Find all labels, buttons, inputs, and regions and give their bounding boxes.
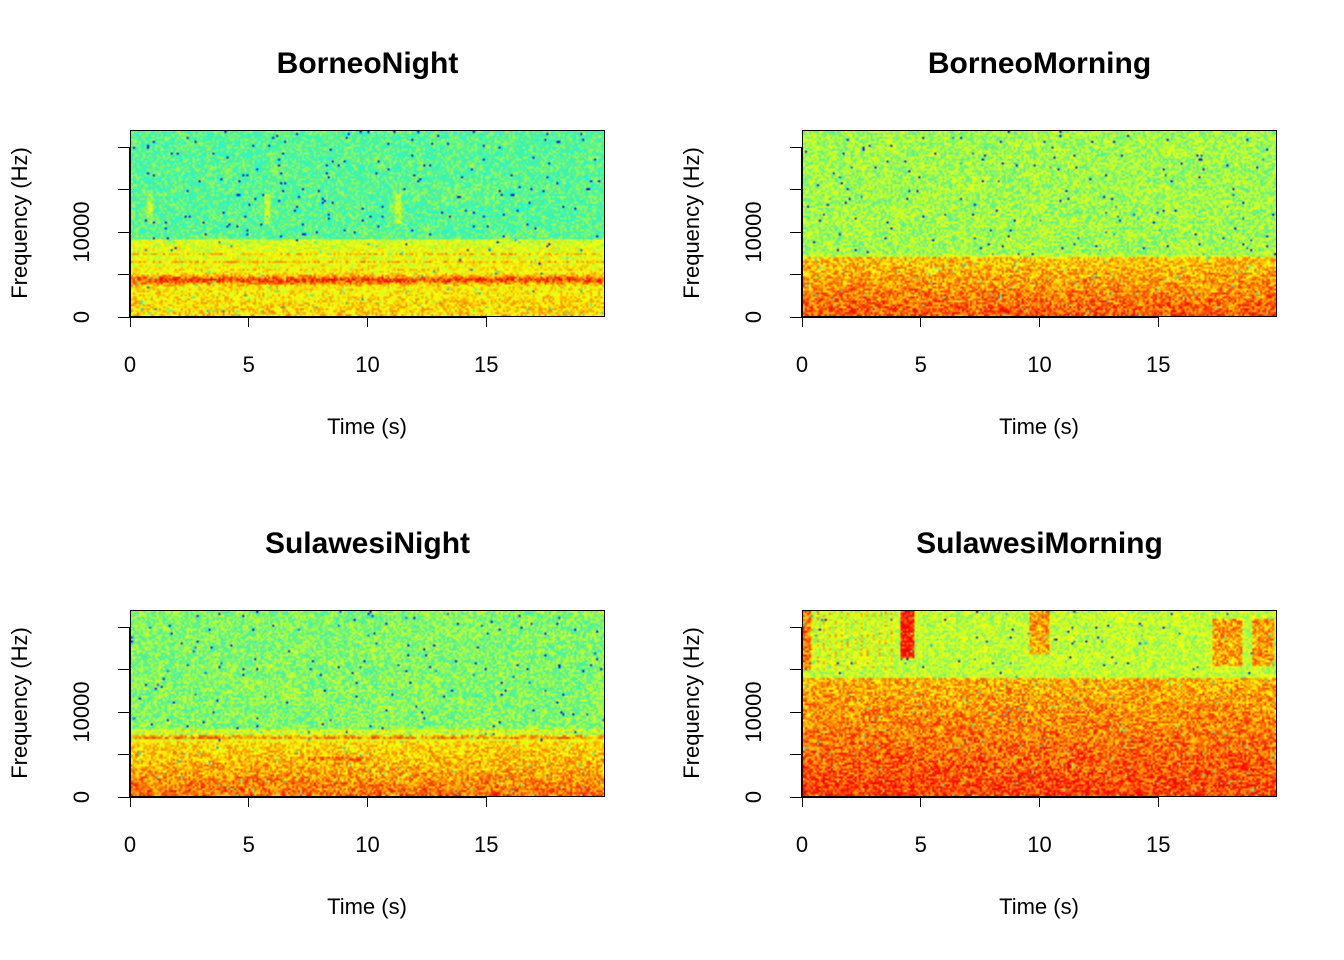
y-tick [118,316,130,318]
x-tick-label: 15 [474,352,499,377]
x-tick [1039,797,1040,807]
y-tick [118,231,130,233]
x-axis-line [802,797,1159,798]
x-tick [920,317,922,327]
y-tick-label: 0 [741,310,766,324]
y-tick [118,796,130,798]
y-tick-label: 10000 [69,681,94,743]
x-axis-line [130,317,487,318]
x-tick-label: 0 [795,352,809,377]
y-tick [790,189,802,191]
x-tick [920,797,922,807]
x-tick-label: 15 [1146,832,1171,857]
x-tick [248,317,250,327]
x-tick-label: 5 [914,352,927,377]
spectrogram-image [803,611,1276,796]
x-tick-label: 10 [355,352,380,377]
x-tick [129,797,131,807]
x-axis-line [802,317,1159,318]
spectrogram-plot-area [130,610,605,797]
x-axis-label: Time (s) [327,894,407,919]
x-tick [1157,797,1159,807]
y-tick [118,626,130,628]
spectrogram-image [803,131,1276,316]
spectrogram-panel: SulawesiMorning Frequency (Hz) Time (s) 0 5 1… [672,480,1344,960]
x-tick [129,317,131,327]
x-tick-label: 10 [1027,832,1052,857]
x-tick-label: 5 [242,352,255,377]
x-tick [367,797,368,807]
y-tick [790,669,802,671]
x-tick-label: 15 [474,832,499,857]
chart-title: BorneoNight [276,47,459,80]
y-tick [118,669,130,671]
y-tick [790,796,802,798]
y-tick-label: 10000 [741,681,766,743]
spectrogram-panel: BorneoMorning Frequency (Hz) Time (s) 0 5 10 1… [672,0,1344,480]
x-tick [801,317,803,327]
x-tick-label: 0 [123,352,137,377]
y-axis-label: Frequency (Hz) [7,627,32,779]
y-tick [790,316,802,318]
x-tick-label: 5 [242,832,255,857]
y-tick-label: 0 [69,790,94,804]
x-tick [367,317,368,327]
y-tick [790,754,802,756]
y-tick [790,626,802,628]
spectrogram-plot-area [130,130,605,317]
y-tick [790,231,802,233]
y-axis-label: Frequency (Hz) [679,627,704,779]
chart-title: BorneoMorning [927,47,1152,80]
x-tick-label: 10 [355,832,380,857]
spectrogram-panel: SulawesiNight Frequency (Hz) Time (s) 0 5 10 1… [0,480,672,960]
y-tick [790,146,802,148]
x-tick [485,317,487,327]
y-tick-label: 0 [741,790,766,804]
y-tick-label: 0 [69,310,94,324]
y-tick [118,189,130,191]
spectrogram-plot-area [802,130,1277,317]
spectrogram-image [131,131,604,316]
x-tick [1039,317,1040,327]
y-tick-label: 10000 [741,201,766,263]
x-tick [801,797,803,807]
y-tick [118,754,130,756]
y-tick [118,146,130,148]
chart-title: SulawesiNight [264,527,471,560]
y-tick [790,274,802,276]
x-axis-label: Time (s) [999,414,1079,439]
x-tick-label: 0 [123,832,137,857]
x-tick [248,797,250,807]
spectrogram-image [131,611,604,796]
chart-title: SulawesiMorning [916,527,1163,560]
y-tick [790,711,802,713]
x-tick [1157,317,1159,327]
x-tick [485,797,487,807]
spectrogram-plot-area [802,610,1277,797]
x-tick-label: 10 [1027,352,1052,377]
x-axis-label: Time (s) [999,894,1079,919]
y-tick [118,711,130,713]
x-tick-label: 0 [795,832,809,857]
x-axis-line [130,797,487,798]
x-tick-label: 5 [914,832,927,857]
spectrogram-panel: BorneoNight Frequency (Hz) Time (s) 0 5 10 15 0… [0,0,672,480]
y-axis-label: Frequency (Hz) [679,147,704,299]
y-tick [118,274,130,276]
y-tick-label: 10000 [69,201,94,263]
x-tick-label: 15 [1146,352,1171,377]
y-axis-label: Frequency (Hz) [7,147,32,299]
x-axis-label: Time (s) [327,414,407,439]
